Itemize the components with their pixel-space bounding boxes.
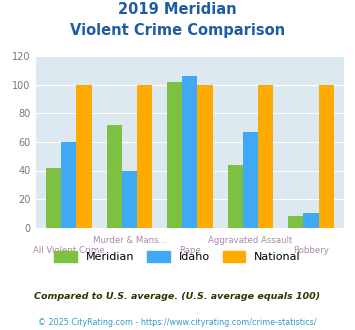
Bar (167, 82, 182, 228)
Bar (76, 85, 92, 228)
Bar (122, 171, 137, 228)
Text: Aggravated Assault: Aggravated Assault (208, 236, 293, 245)
Bar (304, 214, 319, 228)
Text: Violent Crime Comparison: Violent Crime Comparison (70, 23, 285, 38)
Text: All Violent Crime: All Violent Crime (33, 246, 105, 255)
Bar (197, 85, 213, 228)
Text: Rape: Rape (179, 246, 201, 255)
Bar (243, 132, 258, 228)
Bar (288, 216, 304, 228)
Text: Robbery: Robbery (293, 246, 329, 255)
Bar (319, 85, 334, 228)
Bar (137, 85, 152, 228)
Text: 2019 Meridian: 2019 Meridian (118, 2, 237, 16)
Bar (61, 142, 76, 228)
Text: Compared to U.S. average. (U.S. average equals 100): Compared to U.S. average. (U.S. average … (34, 292, 321, 301)
Bar (182, 76, 197, 228)
Bar (106, 125, 122, 228)
Text: © 2025 CityRating.com - https://www.cityrating.com/crime-statistics/: © 2025 CityRating.com - https://www.city… (38, 318, 317, 327)
Bar (258, 85, 273, 228)
Text: Murder & Mans...: Murder & Mans... (93, 236, 166, 245)
Legend: Meridian, Idaho, National: Meridian, Idaho, National (50, 247, 305, 267)
Bar (46, 168, 61, 228)
Bar (228, 165, 243, 228)
